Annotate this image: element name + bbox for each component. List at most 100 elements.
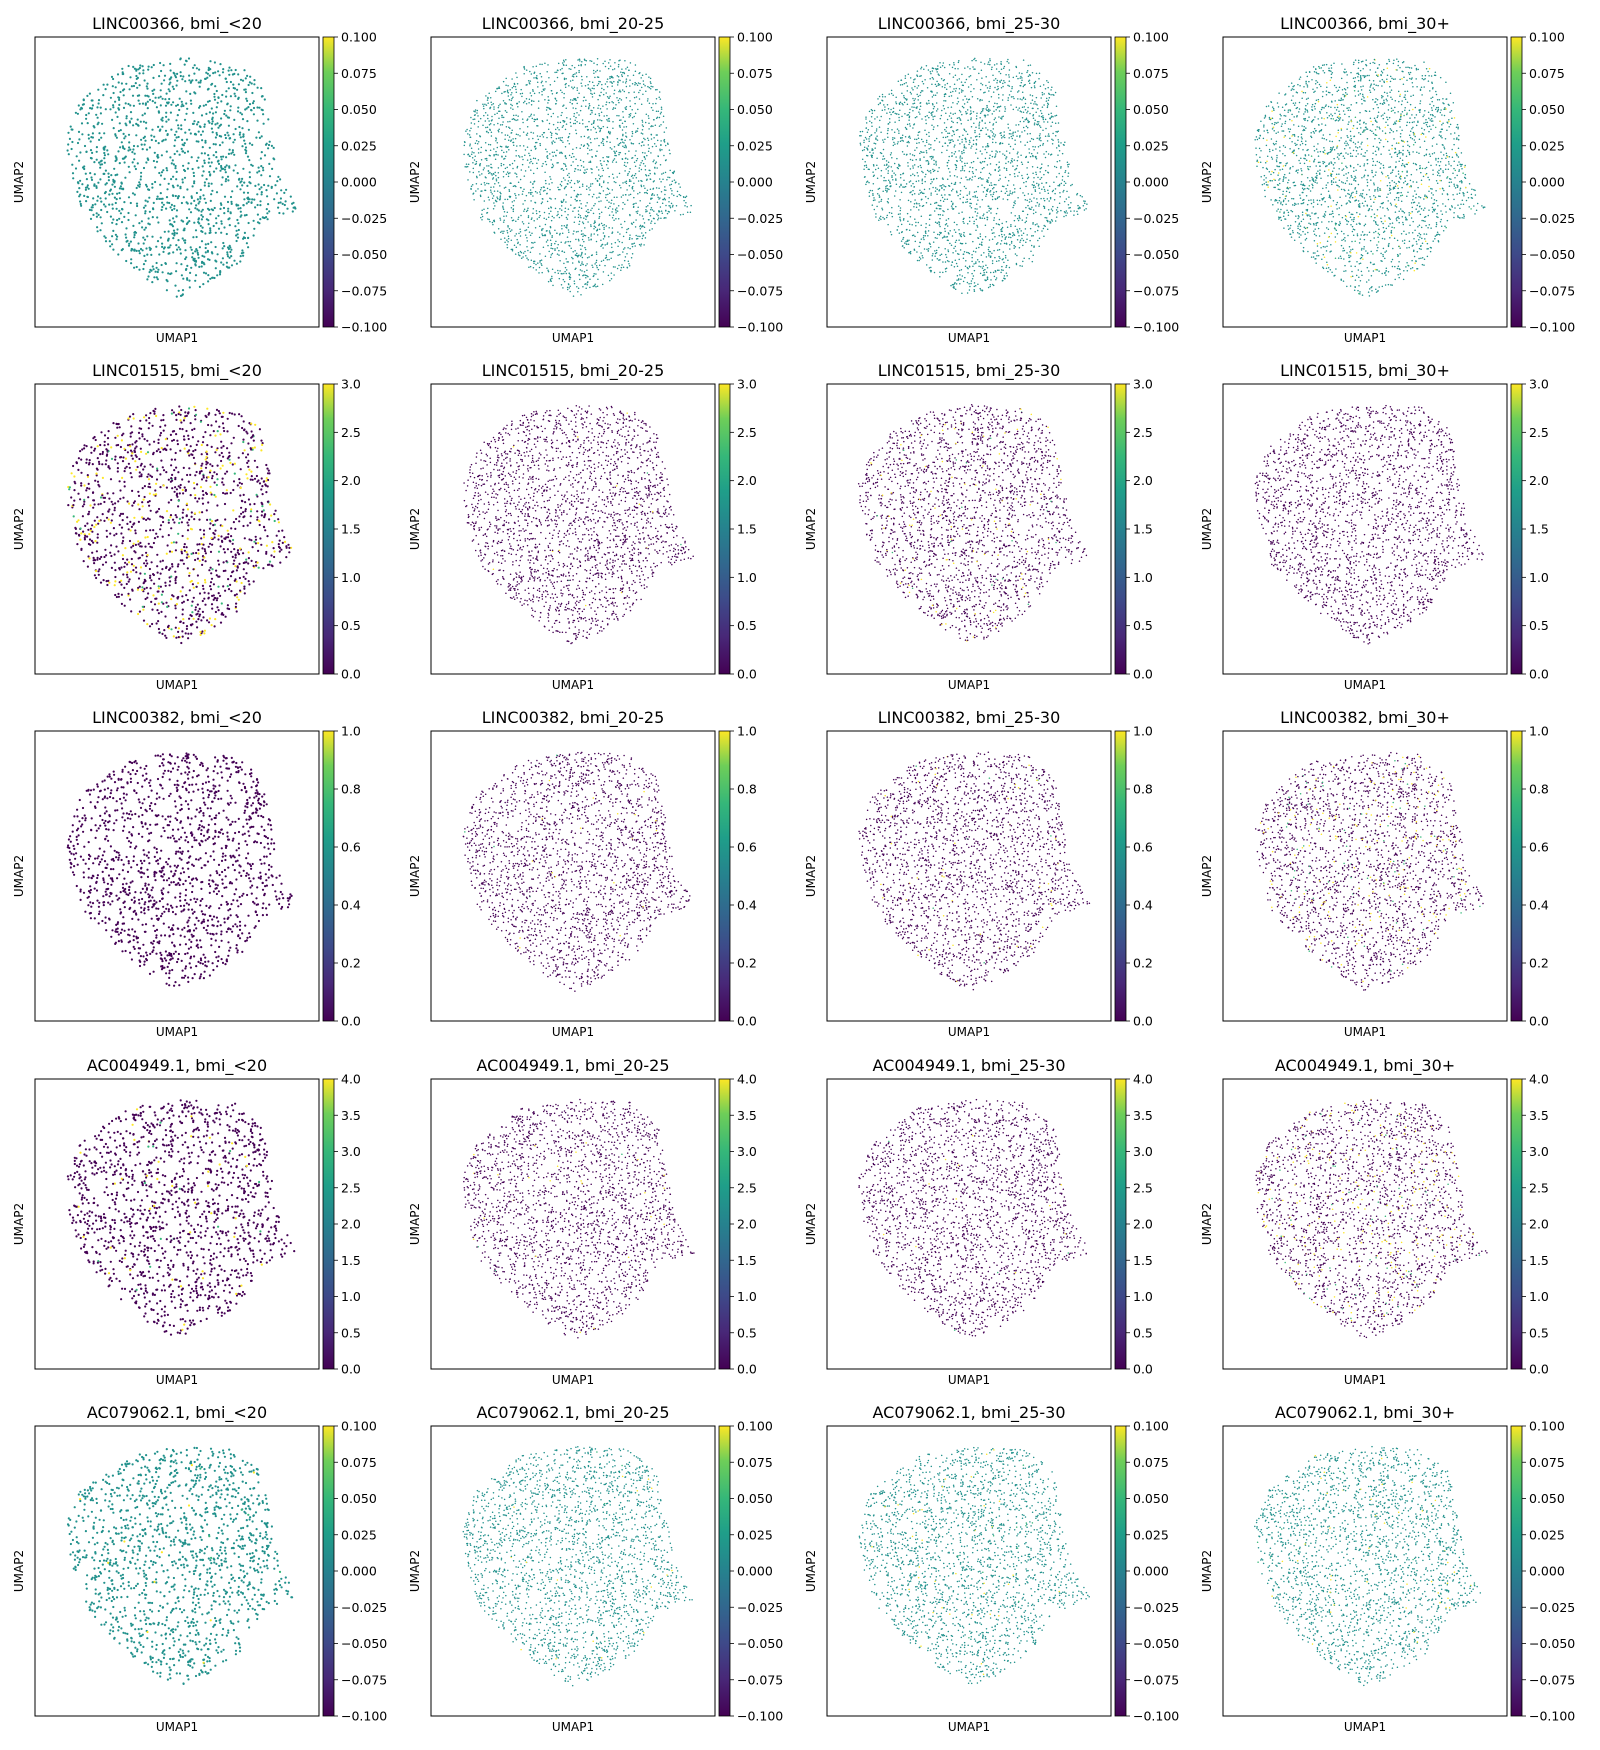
panel-title: LINC00366, bmi_20-25	[482, 14, 665, 34]
colorbar-tick-label: 0.050	[1529, 1491, 1565, 1506]
colorbar	[719, 1426, 730, 1716]
panel-title: AC004949.1, bmi_<20	[87, 1056, 267, 1076]
colorbar-tick-label: 2.0	[1529, 473, 1549, 488]
panel-title: LINC01515, bmi_20-25	[482, 361, 665, 381]
colorbar-tick-label: −0.025	[1529, 1600, 1575, 1615]
colorbar-tick-label: 0.075	[1529, 1455, 1565, 1470]
colorbar-tick-label: 1.0	[737, 724, 757, 739]
colorbar	[719, 384, 730, 674]
colorbar-tick-label: 1.5	[341, 522, 361, 537]
colorbar-tick-label: 1.0	[341, 724, 361, 739]
colorbar-tick-label: 0.075	[341, 66, 377, 81]
x-axis-label: UMAP1	[552, 678, 594, 692]
x-axis-label: UMAP1	[948, 1025, 990, 1039]
colorbar-tick-label: 0.8	[341, 782, 361, 797]
colorbar-tick-label: 0.050	[1133, 102, 1169, 117]
y-axis-label: UMAP2	[408, 855, 422, 897]
colorbar-tick-label: 2.5	[341, 1180, 361, 1195]
plot-area	[827, 1079, 1111, 1369]
x-axis-label: UMAP1	[552, 331, 594, 345]
colorbar	[323, 731, 334, 1021]
colorbar-tick-label: −0.050	[737, 247, 783, 262]
colorbar-tick-label: 2.5	[341, 425, 361, 440]
plot-area	[827, 384, 1111, 674]
colorbar-tick-label: 0.0	[341, 667, 361, 682]
colorbar-tick-label: 0.000	[341, 175, 377, 190]
panel-LINC00382-bmi_25-30: LINC00382, bmi_25-30UMAP1UMAP20.00.20.40…	[804, 708, 1153, 1039]
panel-title: LINC00382, bmi_<20	[92, 708, 262, 728]
colorbar-tick-label: −0.100	[1529, 1709, 1575, 1724]
plot-area	[1223, 731, 1507, 1021]
colorbar	[1511, 1079, 1522, 1369]
panel-AC079062.1-bmi_20-25: AC079062.1, bmi_20-25UMAP1UMAP2−0.100−0.…	[408, 1403, 783, 1734]
colorbar-tick-label: 2.5	[1529, 425, 1549, 440]
plot-area	[431, 1079, 715, 1369]
colorbar-tick-label: −0.025	[1133, 211, 1179, 226]
panel-title: AC004949.1, bmi_20-25	[476, 1056, 669, 1076]
colorbar	[1115, 1079, 1126, 1369]
colorbar-tick-label: 2.5	[1529, 1180, 1549, 1195]
colorbar-tick-label: 0.2	[737, 956, 757, 971]
panel-AC004949.1-bmi_30+: AC004949.1, bmi_30+UMAP1UMAP20.00.51.01.…	[1200, 1056, 1549, 1387]
colorbar-tick-label: 0.0	[737, 1014, 757, 1029]
colorbar-tick-label: 4.0	[1133, 1072, 1153, 1087]
x-axis-label: UMAP1	[948, 331, 990, 345]
panel-LINC00382-bmi_<20: LINC00382, bmi_<20UMAP1UMAP20.00.20.40.6…	[12, 708, 361, 1039]
colorbar-tick-label: 2.0	[341, 473, 361, 488]
colorbar-tick-label: 1.5	[1133, 522, 1153, 537]
colorbar-tick-label: −0.100	[1529, 320, 1575, 335]
colorbar-tick-label: 3.5	[1133, 1108, 1153, 1123]
colorbar-tick-label: 0.100	[1529, 1419, 1565, 1434]
colorbar-tick-label: 1.5	[737, 522, 757, 537]
colorbar-tick-label: 0.100	[1133, 1419, 1169, 1434]
colorbar-tick-label: 0.075	[341, 1455, 377, 1470]
colorbar-tick-label: 0.5	[341, 618, 361, 633]
colorbar-tick-label: 0.075	[1133, 1455, 1169, 1470]
y-axis-label: UMAP2	[12, 508, 26, 550]
colorbar-tick-label: 0.025	[737, 138, 773, 153]
colorbar-tick-label: 2.5	[737, 1180, 757, 1195]
colorbar-tick-label: 1.5	[1133, 1253, 1153, 1268]
x-axis-label: UMAP1	[156, 1025, 198, 1039]
colorbar-tick-label: 0.050	[341, 1491, 377, 1506]
colorbar-tick-label: 0.100	[341, 1419, 377, 1434]
panel-title: LINC01515, bmi_25-30	[878, 361, 1061, 381]
colorbar-tick-label: −0.025	[737, 211, 783, 226]
y-axis-label: UMAP2	[408, 1203, 422, 1245]
colorbar-tick-label: 2.0	[341, 1217, 361, 1232]
y-axis-label: UMAP2	[12, 855, 26, 897]
colorbar-tick-label: −0.100	[737, 1709, 783, 1724]
colorbar-tick-label: 0.2	[1133, 956, 1153, 971]
colorbar-tick-label: 0.000	[1529, 1564, 1565, 1579]
colorbar-tick-label: 0.050	[1133, 1491, 1169, 1506]
panel-title: AC079062.1, bmi_25-30	[872, 1403, 1065, 1423]
colorbar-tick-label: 1.0	[1529, 570, 1549, 585]
colorbar-tick-label: −0.100	[1133, 1709, 1179, 1724]
colorbar	[719, 731, 730, 1021]
panel-title: LINC01515, bmi_<20	[92, 361, 262, 381]
panel-title: AC079062.1, bmi_20-25	[476, 1403, 669, 1423]
colorbar-tick-label: 2.5	[737, 425, 757, 440]
colorbar-tick-label: 0.5	[1133, 1325, 1153, 1340]
panel-LINC00366-bmi_30+: LINC00366, bmi_30+UMAP1UMAP2−0.100−0.075…	[1200, 14, 1575, 345]
colorbar-tick-label: 2.5	[1133, 425, 1153, 440]
colorbar-tick-label: 3.0	[1529, 377, 1549, 392]
colorbar-tick-label: 0.075	[1133, 66, 1169, 81]
colorbar-tick-label: 0.0	[341, 1362, 361, 1377]
x-axis-label: UMAP1	[1344, 678, 1386, 692]
colorbar-tick-label: 3.0	[737, 377, 757, 392]
colorbar-tick-label: 1.5	[737, 1253, 757, 1268]
colorbar-tick-label: −0.100	[341, 1709, 387, 1724]
colorbar-tick-label: 0.000	[1133, 175, 1169, 190]
colorbar-tick-label: 0.0	[1133, 1362, 1153, 1377]
colorbar-tick-label: −0.075	[341, 283, 387, 298]
colorbar-tick-label: 3.0	[1133, 1144, 1153, 1159]
y-axis-label: UMAP2	[408, 508, 422, 550]
colorbar-tick-label: 0.025	[1133, 1527, 1169, 1542]
colorbar-tick-label: 0.050	[341, 102, 377, 117]
colorbar-tick-label: 0.0	[1529, 1362, 1549, 1377]
colorbar-tick-label: −0.100	[341, 320, 387, 335]
plot-area	[431, 731, 715, 1021]
colorbar	[1511, 384, 1522, 674]
